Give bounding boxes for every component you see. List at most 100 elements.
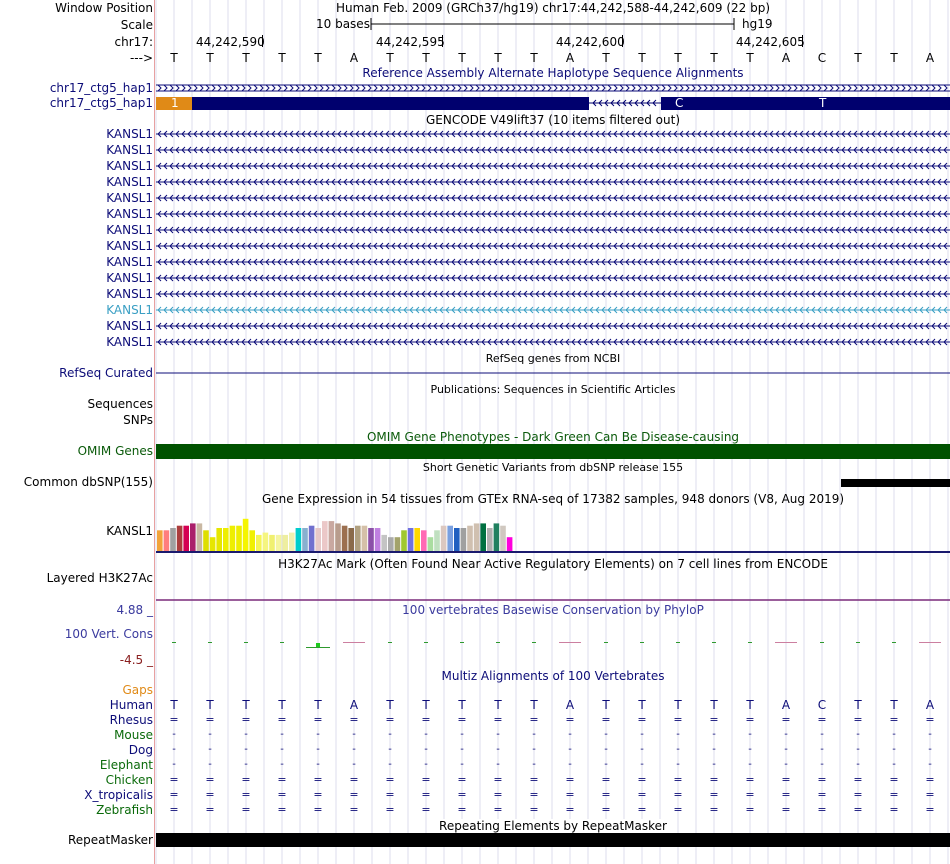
gencode-transcript[interactable] <box>156 242 950 250</box>
gencode-transcript[interactable] <box>156 226 950 234</box>
gencode-gene-label[interactable]: KANSL1 <box>106 287 153 301</box>
refseq-label[interactable]: RefSeq Curated <box>59 366 153 380</box>
multiz-species-label[interactable]: Rhesus <box>109 713 153 727</box>
phylop-min-label: -4.5 _ <box>119 653 153 667</box>
repeatmasker-label[interactable]: RepeatMasker <box>67 833 153 847</box>
multiz-cell: = <box>313 803 323 816</box>
publications-sequences-label[interactable]: Sequences <box>87 397 153 411</box>
gtex-label[interactable]: KANSL1 <box>106 524 153 538</box>
gencode-transcript[interactable] <box>156 274 950 282</box>
gencode-gene-label[interactable]: KANSL1 <box>106 159 153 173</box>
gencode-gene-label[interactable]: KANSL1 <box>106 319 153 333</box>
multiz-cell: - <box>280 729 284 740</box>
gencode-transcript[interactable] <box>156 322 950 330</box>
multiz-cell: - <box>820 729 824 740</box>
alt-hap-chevron-row[interactable] <box>156 84 950 92</box>
gencode-gene-label[interactable]: KANSL1 <box>106 239 153 253</box>
base-letter: A <box>349 51 359 65</box>
base-grid <box>155 0 949 864</box>
gencode-transcript[interactable] <box>156 146 950 154</box>
gencode-gene-label[interactable]: KANSL1 <box>106 255 153 269</box>
gencode-gene-label[interactable]: KANSL1 <box>106 223 153 237</box>
gencode-gene-label[interactable]: KANSL1 <box>106 191 153 205</box>
multiz-cell: - <box>784 729 788 740</box>
gencode-transcript[interactable] <box>156 338 950 346</box>
multiz-species-label[interactable]: X_tropicalis <box>84 788 153 802</box>
gencode-transcript[interactable] <box>156 194 950 202</box>
gencode-transcript[interactable] <box>156 290 950 298</box>
multiz-cell: = <box>169 788 179 801</box>
multiz-cell: = <box>205 803 215 816</box>
multiz-cell: - <box>496 759 500 770</box>
gtex-tissue-bar <box>216 528 222 551</box>
multiz-cell: = <box>421 803 431 816</box>
phylop-score-mark <box>208 642 212 643</box>
phylop-score-mark <box>748 642 752 643</box>
publications-snps-label[interactable]: SNPs <box>123 413 153 427</box>
ruler-tick-label: 44,242,600 <box>556 35 625 49</box>
alt-hap-label-2[interactable]: chr17_ctg5_hap1 <box>49 96 153 110</box>
multiz-cell: = <box>349 713 359 726</box>
phylop-score-mark <box>172 642 176 643</box>
gtex-tissue-bar <box>341 525 348 551</box>
repeatmasker-bar[interactable] <box>156 833 950 847</box>
multiz-cell: T <box>674 698 682 712</box>
gencode-transcript[interactable] <box>156 306 950 314</box>
multiz-gaps-label: Gaps <box>122 683 153 697</box>
multiz-species-label[interactable]: Elephant <box>99 758 153 772</box>
gencode-gene-label[interactable]: KANSL1 <box>106 175 153 189</box>
gtex-tissue-bar <box>460 528 467 551</box>
omim-bar[interactable] <box>156 444 950 459</box>
multiz-cell: = <box>493 803 503 816</box>
multiz-cell: - <box>532 729 536 740</box>
multiz-cell: = <box>781 713 791 726</box>
gtex-tissue-bar <box>335 523 341 551</box>
alt-hap-label-1[interactable]: chr17_ctg5_hap1 <box>49 81 153 95</box>
gencode-gene-label[interactable]: KANSL1 <box>106 143 153 157</box>
multiz-cell: = <box>277 773 287 786</box>
multiz-cell: - <box>892 744 896 755</box>
gencode-transcript[interactable] <box>156 130 950 138</box>
multiz-species-label[interactable]: Human <box>109 698 153 712</box>
gtex-tissue-bar <box>262 532 269 551</box>
multiz-cell: - <box>856 759 860 770</box>
multiz-species-label[interactable]: Dog <box>128 743 153 757</box>
gencode-gene-label[interactable]: KANSL1 <box>106 335 153 349</box>
multiz-cell: T <box>494 698 502 712</box>
gtex-tissue-bar <box>374 528 381 551</box>
multiz-species-label[interactable]: Mouse <box>114 728 153 742</box>
phylop-score-mark <box>343 642 365 643</box>
h3k27ac-label[interactable]: Layered H3K27Ac <box>46 571 153 585</box>
gencode-gene-label[interactable]: KANSL1 <box>106 207 153 221</box>
omim-label[interactable]: OMIM Genes <box>77 444 153 458</box>
phylop-label[interactable]: 100 Vert. Cons <box>64 627 153 641</box>
gencode-gene-label[interactable]: KANSL1 <box>106 271 153 285</box>
phylop-score-mark <box>388 642 392 643</box>
multiz-cell: = <box>745 773 755 786</box>
multiz-cell: - <box>424 759 428 770</box>
multiz-cell: - <box>280 759 284 770</box>
alt-hap-blocks[interactable] <box>156 96 950 111</box>
base-letter: T <box>854 51 862 65</box>
multiz-cell: - <box>208 744 212 755</box>
multiz-cell: - <box>604 759 608 770</box>
dbsnp-variant[interactable] <box>841 479 950 487</box>
gtex-tissue-bar <box>308 525 315 551</box>
gencode-transcript[interactable] <box>156 210 950 218</box>
multiz-cell: - <box>820 759 824 770</box>
multiz-cell: = <box>853 713 863 726</box>
gencode-gene-label[interactable]: KANSL1 <box>106 127 153 141</box>
multiz-species-label[interactable]: Zebrafish <box>96 803 153 817</box>
gtex-bar-chart[interactable] <box>156 505 950 555</box>
gencode-transcript[interactable] <box>156 178 950 186</box>
phylop-score-mark <box>919 642 941 643</box>
multiz-cell: - <box>208 759 212 770</box>
gencode-transcript[interactable] <box>156 162 950 170</box>
gtex-tissue-bar <box>249 530 255 551</box>
multiz-cell: - <box>280 744 284 755</box>
multiz-cell: = <box>241 788 251 801</box>
dbsnp-label[interactable]: Common dbSNP(155) <box>23 475 153 489</box>
multiz-species-label[interactable]: Chicken <box>105 773 153 787</box>
gencode-gene-label[interactable]: KANSL1 <box>106 303 153 317</box>
gencode-transcript[interactable] <box>156 258 950 266</box>
